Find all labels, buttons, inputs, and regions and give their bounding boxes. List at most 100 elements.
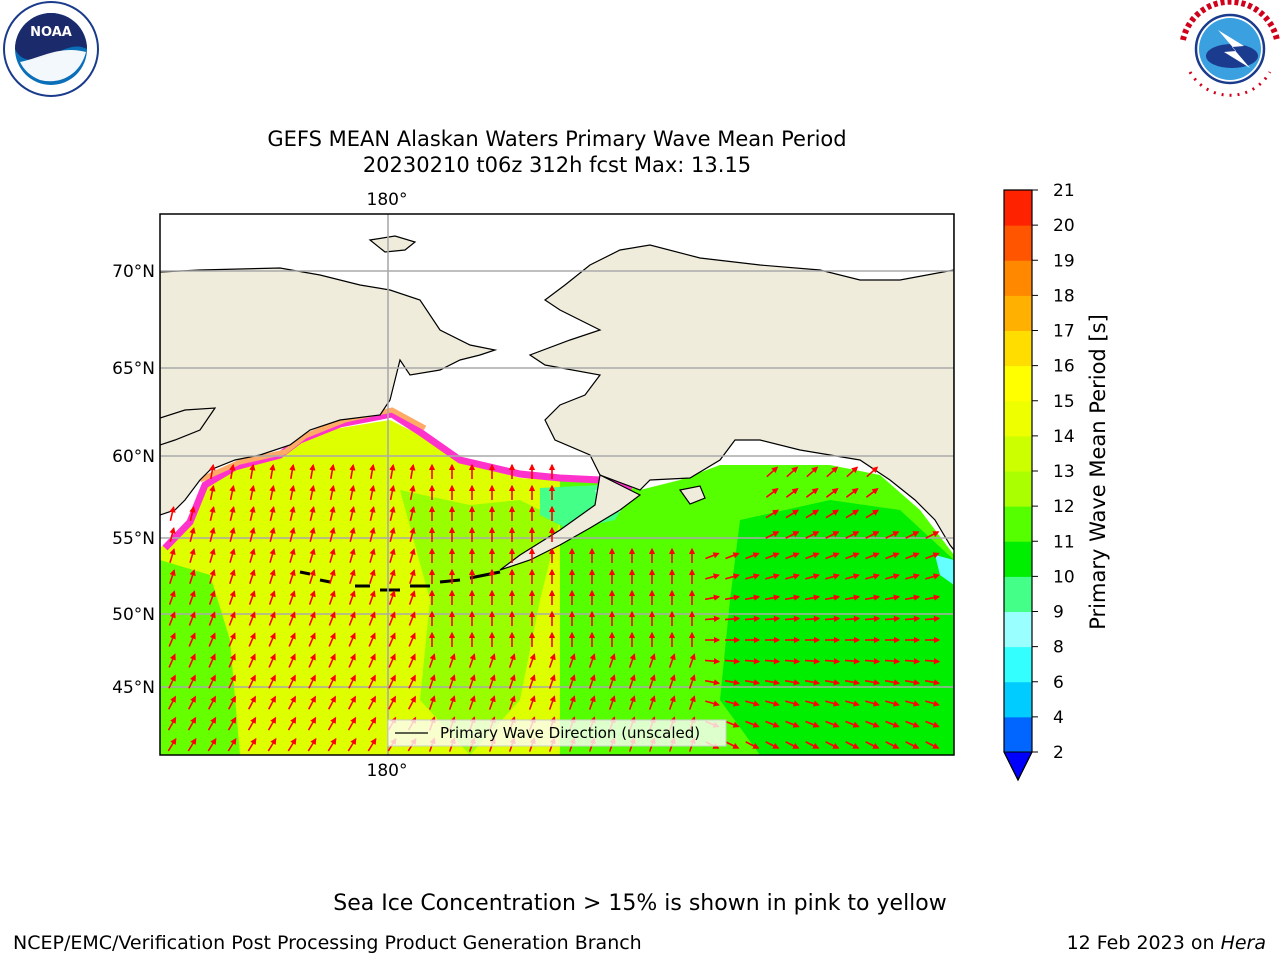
wave-direction-arrow <box>704 615 721 623</box>
wave-direction-arrow <box>488 695 496 710</box>
land-chukotka-west <box>160 407 217 446</box>
wave-direction-arrow <box>347 716 357 731</box>
wave-direction-arrow <box>448 695 456 710</box>
wave-direction-arrow <box>369 463 376 480</box>
map-legend: Primary Wave Direction (unscaled) <box>387 719 727 747</box>
wave-direction-arrow <box>188 632 196 647</box>
wave-direction-arrow <box>785 700 800 707</box>
wave-direction-arrow <box>189 526 196 543</box>
colorbar-tick-label: 13 <box>1053 462 1075 482</box>
footer-date: 12 Feb 2023 on Hera <box>1067 932 1266 954</box>
wave-direction-arrow <box>269 463 276 480</box>
wave-direction-arrow <box>905 531 920 539</box>
wave-direction-arrow <box>628 653 636 668</box>
wave-direction-arrow <box>805 741 820 749</box>
wave-direction-arrow <box>924 679 941 686</box>
wave-direction-arrow <box>248 590 256 605</box>
wave-direction-arrow <box>308 632 316 647</box>
wave-direction-arrow <box>885 700 900 707</box>
wave-direction-arrow <box>825 531 840 539</box>
wave-direction-arrow <box>904 594 921 601</box>
wave-direction-arrow <box>804 615 821 623</box>
wave-direction-arrow <box>389 463 396 480</box>
lat-labels: 70°N 65°N 60°N 55°N 50°N 45°N <box>112 262 155 698</box>
wave-direction-arrow <box>289 505 296 521</box>
wave-direction-arrow <box>228 674 236 689</box>
lat-label: 70°N <box>112 262 155 282</box>
wave-direction-arrow <box>764 615 781 623</box>
wave-direction-arrow <box>308 653 316 668</box>
wave-direction-arrow <box>268 611 276 626</box>
wave-direction-arrow <box>765 741 780 749</box>
wave-direction-arrow <box>865 509 880 519</box>
wave-direction-arrow <box>408 632 416 647</box>
wave-direction-arrow <box>924 657 941 665</box>
colorbar-tick-label: 16 <box>1053 357 1075 377</box>
wave-direction-arrow <box>785 741 800 749</box>
wave-direction-arrow <box>269 484 276 501</box>
wave-direction-arrow <box>805 700 820 707</box>
wave-direction-arrow <box>229 569 236 584</box>
wave-direction-arrow <box>765 552 780 560</box>
wave-direction-arrow <box>348 611 356 626</box>
colorbar-segment <box>1004 435 1032 472</box>
wave-direction-arrow <box>169 505 176 521</box>
wave-direction-arrow <box>387 695 397 710</box>
wave-direction-arrow <box>208 611 216 626</box>
wave-direction-arrow <box>307 737 317 752</box>
wave-direction-arrow <box>805 573 820 580</box>
colorbar-tick-label: 2 <box>1053 743 1064 763</box>
wave-direction-arrow <box>309 505 316 521</box>
wave-direction-arrow <box>287 716 297 731</box>
wave-direction-arrow <box>885 531 900 539</box>
wave-direction-arrow <box>229 484 236 501</box>
wave-direction-arrow <box>805 509 820 519</box>
wave-direction-arrow <box>367 716 377 731</box>
wave-direction-arrow <box>169 548 176 563</box>
wave-direction-arrow <box>289 548 296 563</box>
colorbar-segment <box>1004 400 1032 437</box>
wave-direction-arrow <box>688 653 696 668</box>
wave-direction-arrow <box>448 653 456 668</box>
lat-label: 55°N <box>112 529 155 549</box>
wave-direction-arrow <box>825 720 840 728</box>
wave-direction-arrow <box>329 463 336 480</box>
wave-direction-arrow <box>188 611 196 626</box>
wave-direction-arrow <box>428 653 436 668</box>
colorbar-segment <box>1004 506 1032 542</box>
wave-direction-arrow <box>249 526 256 543</box>
wave-direction-arrow <box>806 466 819 478</box>
colorbar-segment <box>1004 576 1032 612</box>
wave-direction-arrow <box>268 590 276 605</box>
wave-direction-arrow <box>267 716 277 731</box>
wave-direction-arrow <box>648 695 656 710</box>
colorbar-segment <box>1004 541 1032 577</box>
wave-direction-arrow <box>824 615 841 623</box>
wave-direction-arrow <box>348 653 356 668</box>
wave-direction-arrow <box>248 653 256 668</box>
chart-subtitle: 20230210 t06z 312h fcst Max: 13.15 <box>363 153 751 177</box>
wave-direction-arrow <box>765 509 780 519</box>
wave-direction-arrow <box>228 590 236 605</box>
wave-direction-arrow <box>745 700 760 707</box>
wave-direction-arrow <box>764 679 781 686</box>
wave-direction-arrow <box>328 632 336 647</box>
wave-direction-arrow <box>347 737 357 752</box>
wave-direction-arrow <box>765 531 780 539</box>
colorbar-tick-label: 6 <box>1053 673 1064 693</box>
wave-direction-arrow <box>885 573 900 580</box>
wave-direction-arrow <box>389 569 396 584</box>
wave-direction-arrow <box>248 611 256 626</box>
wave-direction-arrow <box>725 720 740 728</box>
wave-direction-arrow <box>905 720 920 728</box>
sea-ice-edge-inner <box>198 407 427 483</box>
wave-direction-arrow <box>724 679 741 686</box>
wave-direction-arrow <box>247 716 257 731</box>
wave-direction-arrow <box>866 466 879 478</box>
wave-direction-arrow <box>388 653 396 668</box>
wave-direction-arrow <box>188 590 196 605</box>
wave-direction-arrow <box>348 632 356 647</box>
wave-direction-arrow <box>349 548 356 563</box>
wave-direction-arrow <box>924 594 941 601</box>
wave-direction-arrow <box>845 741 860 749</box>
